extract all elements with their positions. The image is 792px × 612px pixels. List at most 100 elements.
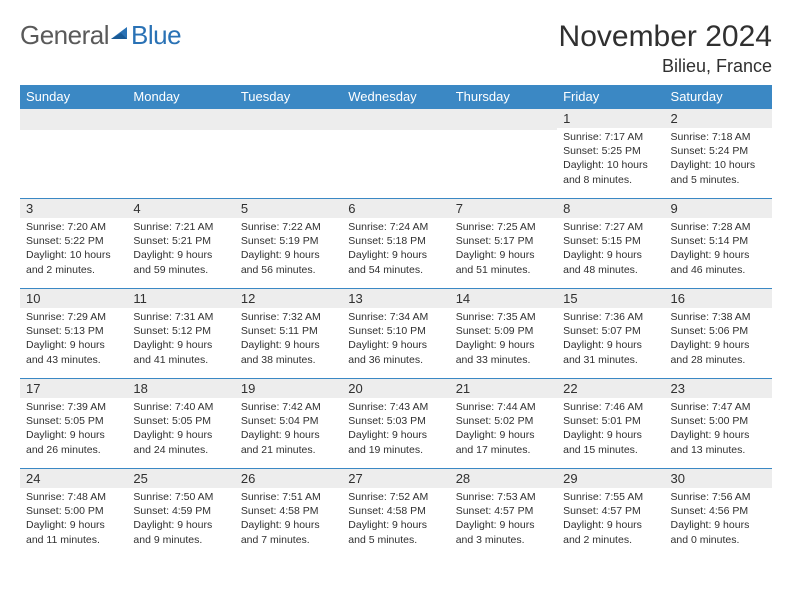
day-cell: 3Sunrise: 7:20 AMSunset: 5:22 PMDaylight… <box>20 199 127 289</box>
day-details: Sunrise: 7:44 AMSunset: 5:02 PMDaylight:… <box>450 398 557 461</box>
day-details: Sunrise: 7:40 AMSunset: 5:05 PMDaylight:… <box>127 398 234 461</box>
day-number: 20 <box>342 379 449 398</box>
day-details: Sunrise: 7:48 AMSunset: 5:00 PMDaylight:… <box>20 488 127 551</box>
day-cell: 7Sunrise: 7:25 AMSunset: 5:17 PMDaylight… <box>450 199 557 289</box>
sunset-text: Sunset: 5:06 PM <box>671 324 766 338</box>
sunrise-text: Sunrise: 7:28 AM <box>671 220 766 234</box>
day-cell: 26 Sunrise: 7:51 AMSunset: 4:58 PMDayligh… <box>235 469 342 559</box>
day-number: 19 <box>235 379 342 398</box>
day-details: Sunrise: 7:35 AMSunset: 5:09 PMDaylight:… <box>450 308 557 371</box>
sunrise-text: Sunrise: 7:36 AM <box>563 310 658 324</box>
header: General Blue November 2024 Bilieu, Franc… <box>20 20 772 77</box>
sunrise-text: Sunrise: 7:18 AM <box>671 130 766 144</box>
day-cell: 5Sunrise: 7:22 AMSunset: 5:19 PMDaylight… <box>235 199 342 289</box>
sunrise-text: Sunrise: 7:47 AM <box>671 400 766 414</box>
day-details: Sunrise: 7:28 AMSunset: 5:14 PMDaylight:… <box>665 218 772 281</box>
day-cell <box>450 109 557 199</box>
day-details: Sunrise: 7:21 AMSunset: 5:21 PMDaylight:… <box>127 218 234 281</box>
day-cell: 9Sunrise: 7:28 AMSunset: 5:14 PMDaylight… <box>665 199 772 289</box>
sunset-text: Sunset: 5:07 PM <box>563 324 658 338</box>
week-row: 17Sunrise: 7:39 AMSunset: 5:05 PMDayligh… <box>20 379 772 469</box>
day-number: 1 <box>557 109 664 128</box>
day-cell: 27Sunrise: 7:52 AMSunset: 4:58 PMDayligh… <box>342 469 449 559</box>
daylight-text: Daylight: 9 hours and 48 minutes. <box>563 248 658 276</box>
sunset-text: Sunset: 5:14 PM <box>671 234 766 248</box>
sunrise-text: Sunrise: 7:29 AM <box>26 310 121 324</box>
day-cell: 1Sunrise: 7:17 AMSunset: 5:25 PMDaylight… <box>557 109 664 199</box>
day-details: Sunrise: 7:36 AMSunset: 5:07 PMDaylight:… <box>557 308 664 371</box>
daylight-text: Daylight: 9 hours and 38 minutes. <box>241 338 336 366</box>
day-number: 21 <box>450 379 557 398</box>
sunrise-text: Sunrise: 7:44 AM <box>456 400 551 414</box>
sunrise-text: Sunrise: 7:46 AM <box>563 400 658 414</box>
sunset-text: Sunset: 5:05 PM <box>133 414 228 428</box>
daylight-text: Daylight: 9 hours and 46 minutes. <box>671 248 766 276</box>
day-details: Sunrise: 7:38 AMSunset: 5:06 PMDaylight:… <box>665 308 772 371</box>
day-number <box>450 109 557 130</box>
day-cell: 25Sunrise: 7:50 AMSunset: 4:59 PMDayligh… <box>127 469 234 559</box>
day-details: Sunrise: 7:53 AMSunset: 4:57 PMDaylight:… <box>450 488 557 551</box>
day-cell: 23Sunrise: 7:47 AMSunset: 5:00 PMDayligh… <box>665 379 772 469</box>
day-number: 10 <box>20 289 127 308</box>
day-details: Sunrise: 7:43 AMSunset: 5:03 PMDaylight:… <box>342 398 449 461</box>
sunset-text: Sunset: 5:15 PM <box>563 234 658 248</box>
sunset-text: Sunset: 5:04 PM <box>241 414 336 428</box>
day-header-row: SundayMondayTuesdayWednesdayThursdayFrid… <box>20 85 772 109</box>
day-details: Sunrise: 7:31 AMSunset: 5:12 PMDaylight:… <box>127 308 234 371</box>
day-number: 9 <box>665 199 772 218</box>
sunrise-text: Sunrise: 7:32 AM <box>241 310 336 324</box>
day-cell: 15Sunrise: 7:36 AMSunset: 5:07 PMDayligh… <box>557 289 664 379</box>
sunrise-text: Sunrise: 7:51 AM <box>241 490 336 504</box>
day-number <box>342 109 449 130</box>
day-number: 23 <box>665 379 772 398</box>
day-details: Sunrise: 7:25 AMSunset: 5:17 PMDaylight:… <box>450 218 557 281</box>
sunset-text: Sunset: 5:02 PM <box>456 414 551 428</box>
day-number <box>20 109 127 130</box>
day-header: Tuesday <box>235 85 342 109</box>
sunset-text: Sunset: 5:05 PM <box>26 414 121 428</box>
sunset-text: Sunset: 5:17 PM <box>456 234 551 248</box>
day-cell <box>20 109 127 199</box>
sunset-text: Sunset: 5:18 PM <box>348 234 443 248</box>
sunset-text: Sunset: 4:59 PM <box>133 504 228 518</box>
sunset-text: Sunset: 5:22 PM <box>26 234 121 248</box>
sunrise-text: Sunrise: 7:42 AM <box>241 400 336 414</box>
day-details: Sunrise: 7:17 AMSunset: 5:25 PMDaylight:… <box>557 128 664 191</box>
sunrise-text: Sunrise: 7:35 AM <box>456 310 551 324</box>
day-details: Sunrise: 7:24 AMSunset: 5:18 PMDaylight:… <box>342 218 449 281</box>
day-number: 17 <box>20 379 127 398</box>
daylight-text: Daylight: 9 hours and 36 minutes. <box>348 338 443 366</box>
daylight-text: Daylight: 9 hours and 11 minutes. <box>26 518 121 546</box>
day-number: 18 <box>127 379 234 398</box>
sunset-text: Sunset: 5:10 PM <box>348 324 443 338</box>
sunrise-text: Sunrise: 7:40 AM <box>133 400 228 414</box>
day-details: Sunrise: 7:46 AMSunset: 5:01 PMDaylight:… <box>557 398 664 461</box>
logo-word-2: Blue <box>131 20 181 51</box>
day-header: Monday <box>127 85 234 109</box>
week-row: 24Sunrise: 7:48 AMSunset: 5:00 PMDayligh… <box>20 469 772 559</box>
day-details: Sunrise: 7:22 AMSunset: 5:19 PMDaylight:… <box>235 218 342 281</box>
sunset-text: Sunset: 5:25 PM <box>563 144 658 158</box>
day-cell: 20Sunrise: 7:43 AMSunset: 5:03 PMDayligh… <box>342 379 449 469</box>
day-details: Sunrise: 7:42 AMSunset: 5:04 PMDaylight:… <box>235 398 342 461</box>
daylight-text: Daylight: 9 hours and 56 minutes. <box>241 248 336 276</box>
daylight-text: Daylight: 10 hours and 5 minutes. <box>671 158 766 186</box>
sunset-text: Sunset: 5:01 PM <box>563 414 658 428</box>
day-number: 5 <box>235 199 342 218</box>
day-cell: 29Sunrise: 7:55 AMSunset: 4:57 PMDayligh… <box>557 469 664 559</box>
sunrise-text: Sunrise: 7:27 AM <box>563 220 658 234</box>
sunset-text: Sunset: 4:58 PM <box>241 504 336 518</box>
sunrise-text: Sunrise: 7:17 AM <box>563 130 658 144</box>
calendar-page: General Blue November 2024 Bilieu, Franc… <box>0 0 792 612</box>
day-number: 27 <box>342 469 449 488</box>
day-details: Sunrise: 7:32 AMSunset: 5:11 PMDaylight:… <box>235 308 342 371</box>
daylight-text: Daylight: 9 hours and 7 minutes. <box>241 518 336 546</box>
daylight-text: Daylight: 9 hours and 31 minutes. <box>563 338 658 366</box>
daylight-text: Daylight: 9 hours and 21 minutes. <box>241 428 336 456</box>
daylight-text: Daylight: 9 hours and 0 minutes. <box>671 518 766 546</box>
day-number: 26 <box>235 469 342 488</box>
daylight-text: Daylight: 9 hours and 13 minutes. <box>671 428 766 456</box>
day-number <box>127 109 234 130</box>
sunrise-text: Sunrise: 7:56 AM <box>671 490 766 504</box>
daylight-text: Daylight: 9 hours and 43 minutes. <box>26 338 121 366</box>
